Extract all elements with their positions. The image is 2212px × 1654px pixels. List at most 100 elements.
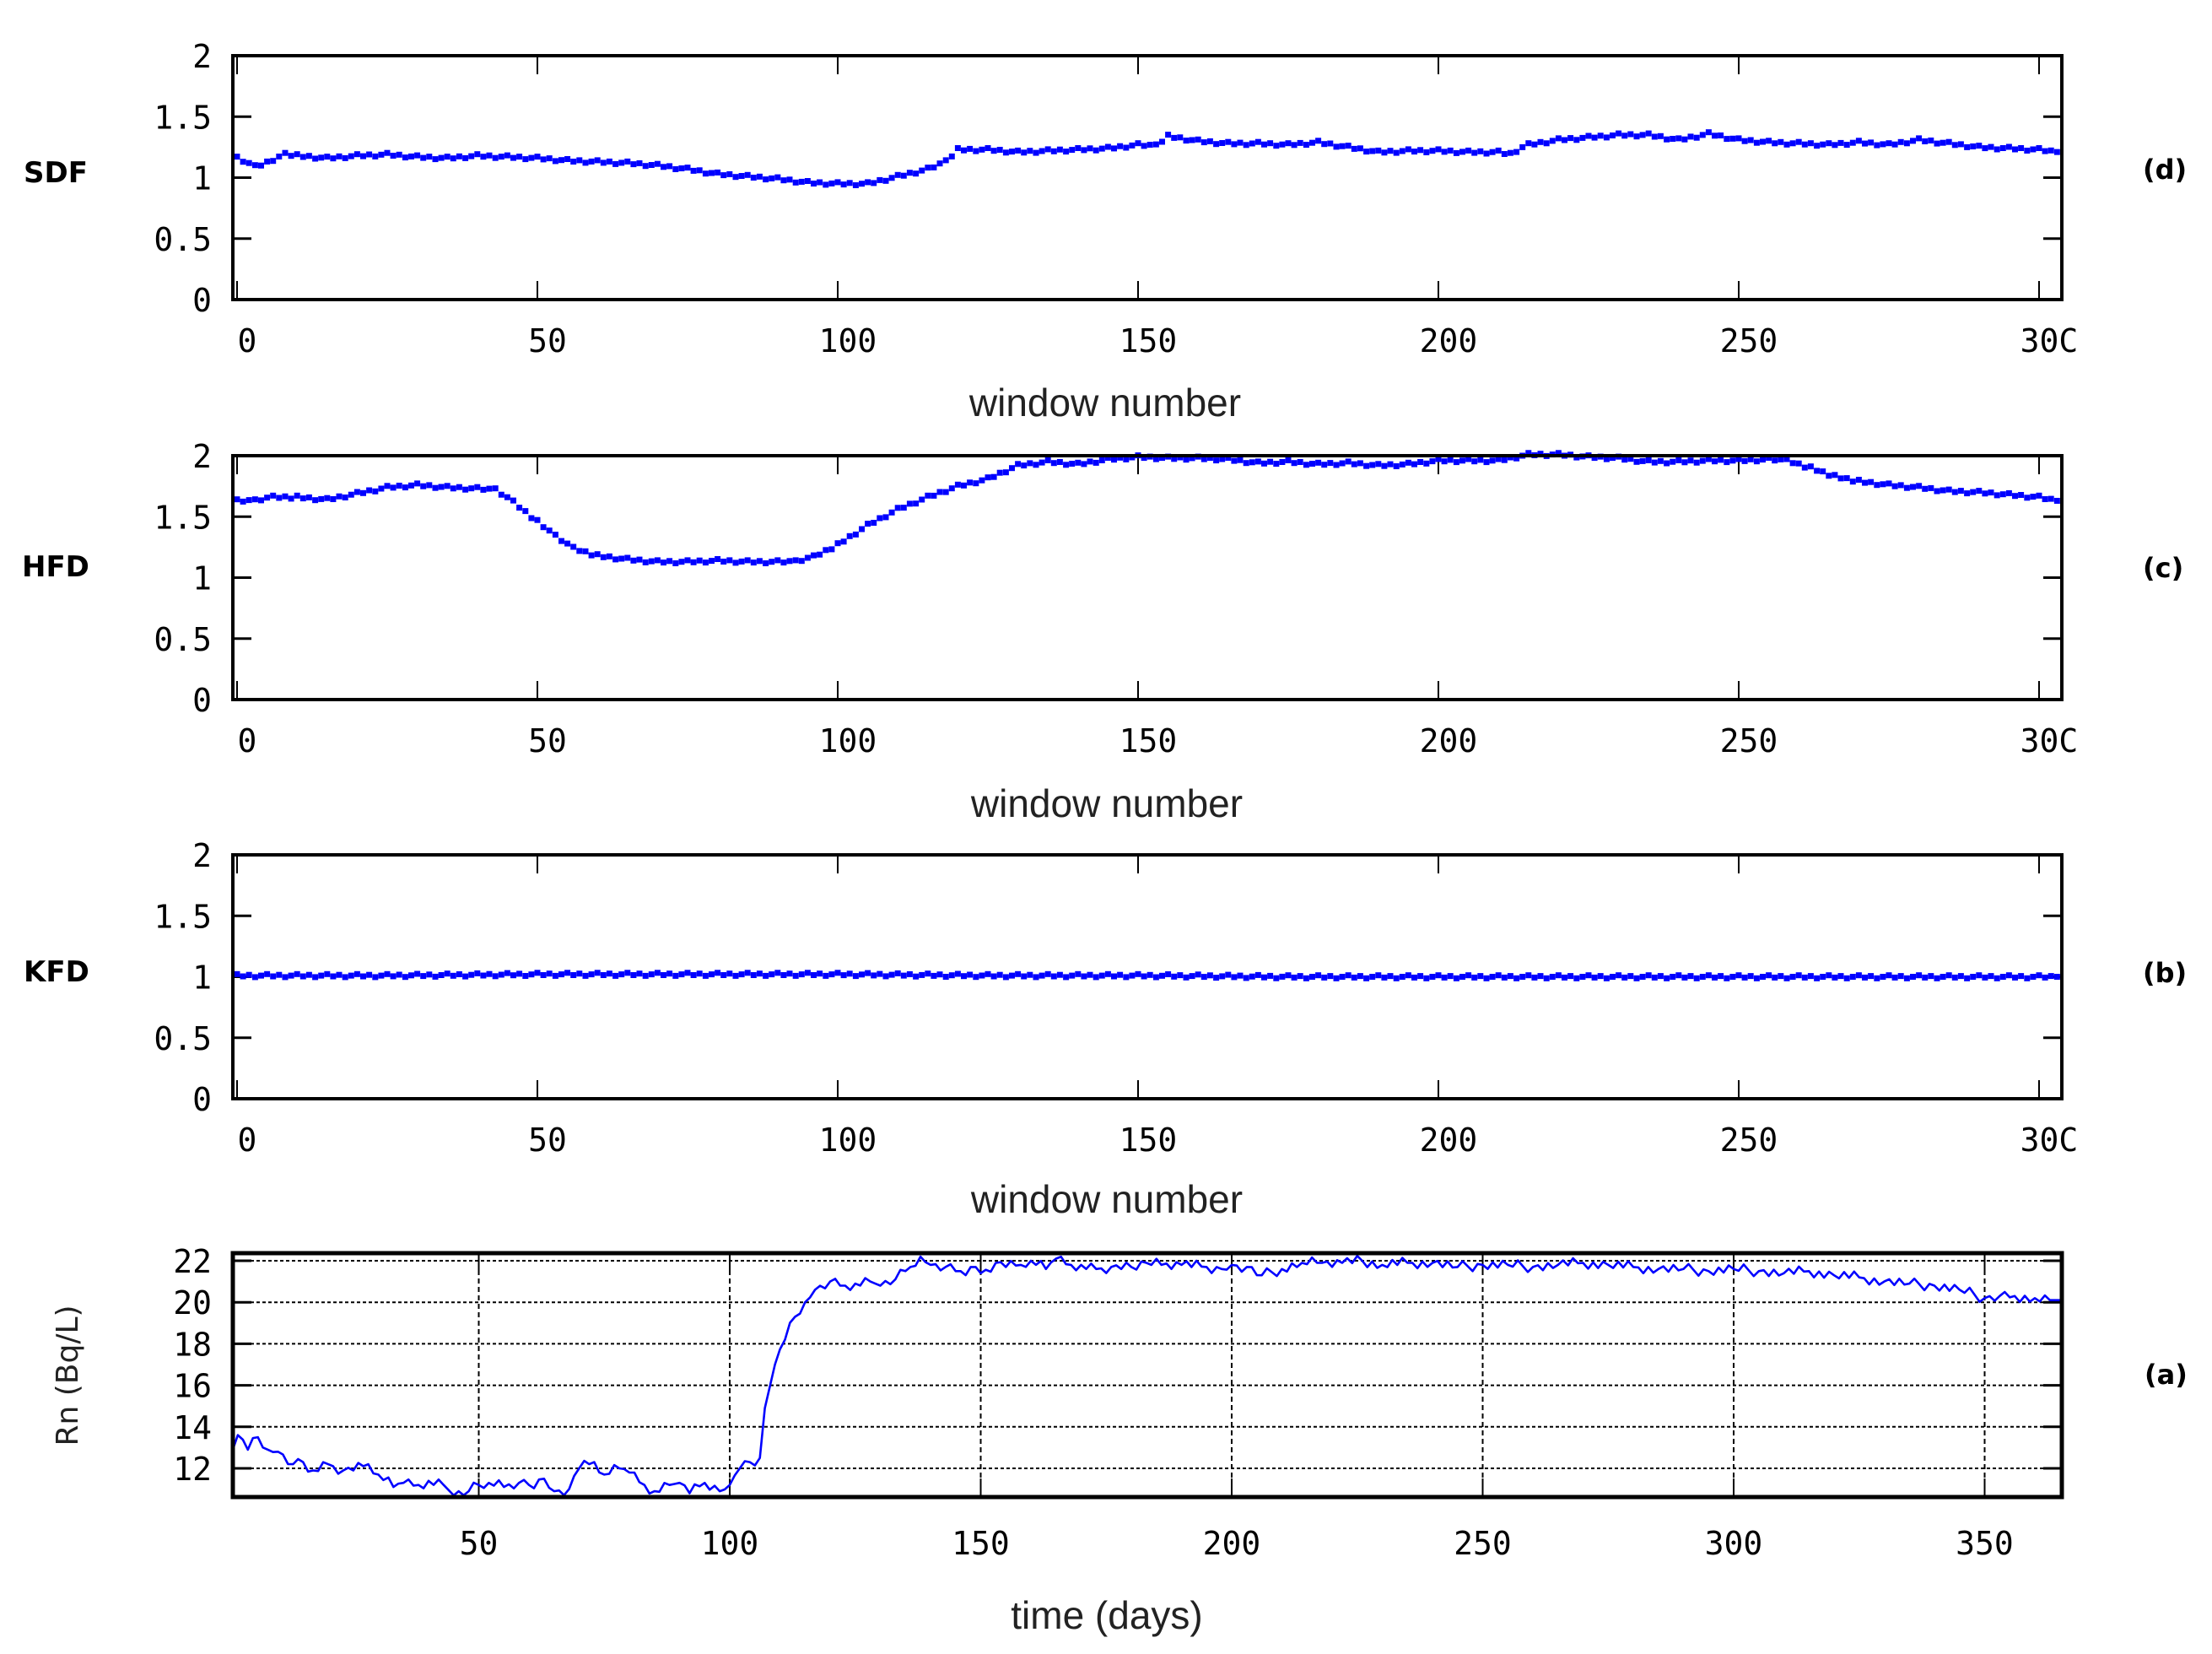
data-point (588, 158, 595, 165)
data-point (1543, 140, 1550, 147)
data-point (1573, 454, 1580, 461)
data-point (1934, 975, 1940, 981)
data-point (990, 473, 997, 480)
data-point (378, 972, 385, 979)
data-point (906, 170, 913, 176)
data-point (1982, 490, 1988, 497)
data-point (1363, 149, 1370, 155)
data-point (480, 486, 487, 493)
data-point (1610, 132, 1616, 138)
data-point (1387, 148, 1394, 154)
data-point (264, 495, 271, 501)
data-point (1832, 974, 1838, 981)
data-point (780, 559, 787, 566)
data-point (1056, 971, 1063, 978)
data-point (786, 558, 793, 565)
data-point (1135, 140, 1141, 147)
data-point (798, 971, 805, 978)
data-point (330, 973, 337, 980)
data-point (1651, 133, 1658, 140)
x-tick-label: 30C (2020, 322, 2079, 359)
data-point (678, 971, 685, 978)
data-point (342, 154, 348, 161)
data-point (1778, 138, 1784, 145)
data-point (450, 155, 456, 162)
y-tick-label: 0 (192, 1081, 212, 1118)
data-point (258, 497, 264, 504)
data-point (1291, 460, 1298, 467)
x-tick-label: 100 (819, 322, 877, 359)
data-point (1315, 972, 1322, 979)
x-axis-title-kfd: window number (970, 1177, 1243, 1221)
data-point (276, 495, 283, 501)
data-point (942, 157, 949, 164)
data-point (1735, 135, 1742, 142)
data-point (1321, 141, 1328, 148)
y-tick-label: 14 (173, 1409, 212, 1446)
data-point (1423, 149, 1430, 155)
data-point (1501, 974, 1508, 981)
data-point (552, 158, 558, 165)
data-point (1183, 138, 1190, 144)
data-point (1357, 973, 1363, 980)
data-point (1862, 140, 1868, 147)
data-point (954, 145, 961, 151)
data-point (2030, 494, 2037, 500)
data-point (1117, 971, 1124, 978)
data-point (318, 495, 325, 502)
data-point (1453, 975, 1459, 981)
data-point (618, 971, 625, 978)
data-point (888, 971, 895, 978)
data-point (1814, 143, 1821, 149)
data-point (1399, 461, 1405, 468)
data-point (882, 514, 889, 521)
data-point (1705, 972, 1712, 979)
data-point (1747, 137, 1754, 143)
data-point (1519, 974, 1526, 980)
data-point (1098, 457, 1105, 463)
data-point (936, 160, 943, 167)
x-axis-title-sdf: window number (968, 381, 1241, 424)
data-point (510, 972, 516, 979)
data-point (2036, 145, 2042, 151)
data-point (1231, 974, 1238, 981)
plot-frame (231, 454, 2064, 701)
data-point (258, 972, 264, 979)
data-point (750, 175, 757, 181)
data-point (1465, 456, 1472, 462)
x-tick-label: 150 (1119, 322, 1178, 359)
data-point (1801, 974, 1808, 981)
data-point (510, 154, 516, 161)
data-point (516, 505, 523, 511)
data-point (648, 558, 655, 565)
data-point (1970, 489, 1977, 495)
data-point (1910, 484, 1916, 490)
data-point (1027, 971, 1033, 978)
data-point (1381, 462, 1388, 469)
data-point (1165, 132, 1172, 138)
data-point (1081, 147, 1087, 154)
y-tick-label: 1 (192, 959, 212, 997)
plot-frame (231, 853, 2064, 1100)
data-point (2030, 146, 2037, 153)
data-point (305, 971, 312, 978)
data-point (823, 972, 829, 979)
data-point (1495, 147, 1502, 154)
data-point (2047, 147, 2054, 154)
data-point (1189, 137, 1195, 143)
data-point (1225, 971, 1232, 978)
data-point (720, 559, 727, 565)
data-point (474, 970, 481, 976)
data-point (1375, 147, 1382, 154)
data-point (1549, 138, 1556, 144)
data-point (2036, 972, 2042, 979)
data-point (1243, 142, 1249, 149)
data-point (834, 179, 841, 186)
data-point (1807, 973, 1814, 980)
data-point (1531, 974, 1538, 981)
data-point (1940, 139, 1946, 146)
y-tick-label: 1.5 (154, 499, 212, 536)
data-point (1069, 147, 1076, 154)
data-point (1982, 145, 1988, 152)
